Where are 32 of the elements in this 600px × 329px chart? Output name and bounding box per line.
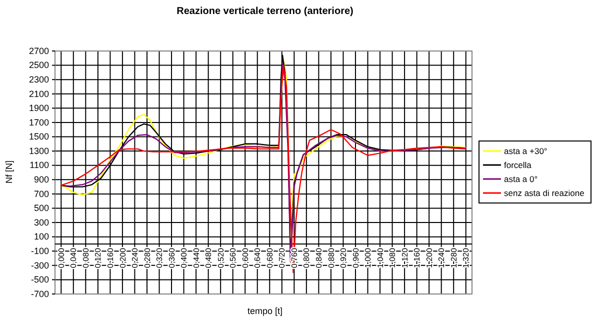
legend-label: forcella (504, 160, 532, 170)
y-tick-label: 100 (34, 232, 49, 242)
legend-label: senz asta di reazione (504, 188, 585, 198)
y-tick-label: -100 (30, 246, 49, 256)
y-tick-label: 2100 (28, 88, 49, 99)
y-tick-label: 2700 (28, 46, 49, 56)
y-tick-label: -500 (30, 274, 49, 285)
y-tick-label: 1100 (30, 160, 49, 170)
y-tick-label: 1700 (28, 117, 49, 128)
y-axis-title: Nf [N] (4, 160, 14, 184)
y-tick-label: -700 (30, 288, 49, 299)
y-tick-label: 1900 (28, 103, 49, 114)
y-tick-label: 500 (34, 203, 49, 214)
y-tick-label: 300 (34, 217, 49, 228)
y-tick-label: -300 (30, 260, 49, 270)
legend-label: asta a +30° (504, 146, 548, 156)
x-tick-label: 1,160 (412, 247, 422, 268)
x-tick-label: 0,680 (265, 247, 274, 268)
y-tick-label: 900 (34, 174, 49, 185)
legend-label: asta a 0° (504, 174, 538, 184)
x-tick-label: 0,520 (216, 247, 226, 268)
y-tick-label: 2300 (28, 74, 49, 84)
y-tick-label: 2500 (28, 60, 49, 70)
y-tick-label: 1500 (28, 132, 49, 142)
y-tick-label: 700 (34, 188, 49, 199)
x-axis-title: tempo [t] (247, 306, 283, 316)
x-tick-label: 0,160 (106, 247, 115, 268)
y-tick-label: 1300 (28, 146, 49, 156)
x-tick-label: 0,280 (142, 247, 152, 268)
chart-title: Reazione verticale terreno (anteriore) (176, 6, 354, 17)
x-tick-label: 0,120 (94, 247, 103, 268)
x-tick-label: 0,760 (290, 247, 299, 268)
